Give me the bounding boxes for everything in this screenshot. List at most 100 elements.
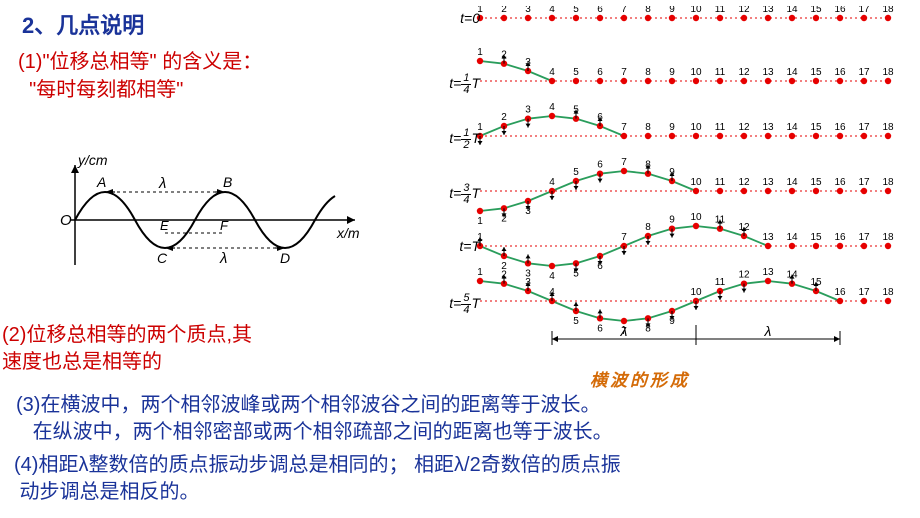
svg-text:13: 13	[762, 6, 774, 15]
time-label: t=0	[430, 10, 480, 26]
svg-text:14: 14	[786, 232, 798, 243]
lambda-top: λ	[158, 175, 166, 192]
point-1-label: (1)	[18, 51, 42, 73]
y-axis-label: y/cm	[77, 152, 108, 168]
svg-text:1: 1	[477, 267, 483, 278]
svg-text:λ: λ	[620, 323, 628, 339]
svg-text:13: 13	[762, 267, 774, 278]
x-axis-label: x/m	[336, 225, 360, 241]
svg-text:7: 7	[621, 6, 627, 15]
pt-c: C	[157, 250, 168, 266]
origin-label: O	[60, 212, 72, 229]
pt-e: E	[160, 218, 169, 233]
svg-text:11: 11	[715, 177, 726, 188]
svg-text:13: 13	[762, 122, 774, 133]
svg-text:5: 5	[573, 316, 579, 327]
svg-text:3: 3	[525, 6, 531, 15]
svg-text:5: 5	[573, 167, 579, 178]
point-1: (1)"位移总相等" 的含义是： "每时每刻都相等"	[18, 48, 262, 104]
formation-svg: 1234567891011121314151617181234567891011…	[430, 6, 920, 366]
pt-d: D	[280, 250, 290, 266]
svg-text:17: 17	[858, 6, 870, 15]
point-3-line1: 在横波中，两个相邻波峰或两个相邻波谷之间的距离等于波长。	[40, 394, 600, 416]
svg-text:11: 11	[715, 6, 726, 15]
point-4: (4)相距λ整数倍的质点振动步调总是相同的； 相距λ/2奇数倍的质点振 动步调总…	[14, 452, 621, 506]
svg-text:5: 5	[573, 67, 579, 78]
svg-text:10: 10	[690, 212, 702, 223]
svg-text:6: 6	[597, 6, 603, 15]
svg-text:1: 1	[477, 47, 483, 58]
svg-text:17: 17	[858, 232, 870, 243]
svg-text:15: 15	[810, 232, 822, 243]
svg-text:10: 10	[690, 287, 702, 298]
svg-text:13: 13	[762, 177, 774, 188]
svg-text:12: 12	[738, 67, 750, 78]
svg-text:14: 14	[786, 67, 798, 78]
svg-text:18: 18	[882, 67, 894, 78]
svg-text:16: 16	[834, 122, 846, 133]
point-4-label: (4)	[14, 454, 38, 476]
time-label: t=T	[430, 238, 480, 254]
svg-text:10: 10	[690, 177, 702, 188]
svg-text:11: 11	[715, 277, 726, 288]
svg-text:18: 18	[882, 6, 894, 15]
svg-text:2: 2	[501, 112, 507, 123]
svg-text:18: 18	[882, 232, 894, 243]
svg-text:4: 4	[549, 271, 555, 282]
svg-text:13: 13	[762, 232, 774, 243]
svg-text:14: 14	[786, 177, 798, 188]
svg-text:14: 14	[786, 122, 798, 133]
pt-a: A	[96, 174, 106, 190]
svg-text:10: 10	[690, 6, 702, 15]
lambda-bottom: λ	[219, 250, 227, 267]
point-3-label: (3)	[16, 394, 40, 416]
svg-text:12: 12	[738, 177, 750, 188]
svg-text:7: 7	[621, 67, 627, 78]
time-label: t=34T	[430, 183, 480, 206]
svg-text:12: 12	[738, 122, 750, 133]
svg-text:11: 11	[715, 67, 726, 78]
svg-text:8: 8	[645, 6, 651, 15]
point-2: (2)位移总相等的两个质点,其速度也总是相等的	[2, 322, 252, 376]
svg-text:7: 7	[621, 122, 627, 133]
svg-text:7: 7	[621, 232, 627, 243]
svg-text:13: 13	[762, 67, 774, 78]
pt-f: F	[220, 218, 229, 233]
svg-text:2: 2	[501, 6, 507, 15]
section-title: 2、几点说明	[22, 8, 144, 40]
svg-text:16: 16	[834, 287, 846, 298]
svg-text:1: 1	[477, 216, 483, 227]
svg-text:16: 16	[834, 232, 846, 243]
svg-text:16: 16	[834, 67, 846, 78]
svg-text:4: 4	[549, 67, 555, 78]
svg-text:12: 12	[738, 6, 750, 15]
svg-text:6: 6	[597, 67, 603, 78]
formation-caption: 横波的形成	[590, 366, 690, 391]
svg-text:16: 16	[834, 6, 846, 15]
time-label: t=54T	[430, 293, 480, 316]
point-1-text2: "每时每刻都相等"	[29, 79, 183, 101]
svg-text:15: 15	[810, 67, 822, 78]
point-2-label: (2)	[2, 324, 26, 346]
svg-text:7: 7	[621, 157, 627, 168]
wave-diagram-small: O y/cm x/m A B C D E F λ λ	[50, 140, 380, 315]
svg-text:4: 4	[549, 6, 555, 15]
svg-text:8: 8	[645, 122, 651, 133]
svg-text:17: 17	[858, 122, 870, 133]
pt-b: B	[223, 174, 232, 190]
svg-text:4: 4	[549, 102, 555, 113]
svg-text:λ: λ	[764, 323, 772, 339]
svg-text:16: 16	[834, 177, 846, 188]
svg-text:15: 15	[810, 122, 822, 133]
svg-text:9: 9	[669, 6, 675, 15]
svg-text:17: 17	[858, 287, 870, 298]
svg-text:14: 14	[786, 6, 798, 15]
point-1-text1: "位移总相等" 的含义是：	[42, 51, 262, 73]
svg-text:15: 15	[810, 177, 822, 188]
svg-text:3: 3	[525, 105, 531, 116]
svg-text:17: 17	[858, 67, 870, 78]
svg-text:6: 6	[597, 160, 603, 171]
svg-text:8: 8	[645, 222, 651, 233]
svg-text:4: 4	[549, 177, 555, 188]
svg-text:18: 18	[882, 177, 894, 188]
